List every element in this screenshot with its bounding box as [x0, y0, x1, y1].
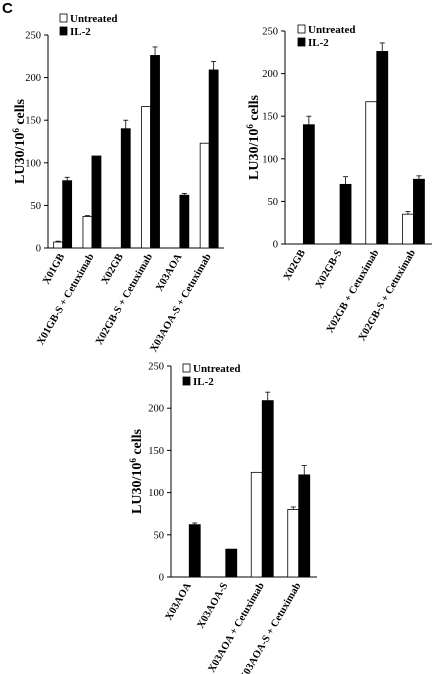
legend-swatch-untreated [182, 363, 191, 373]
x-tick-label: X01GB-S + Cetuximab [35, 252, 96, 347]
bar-il-2-x03aoa-s [225, 548, 238, 578]
bar-il-2-x03aoa [188, 524, 201, 578]
y-tick-label: 200 [262, 69, 278, 80]
legend-label-il-2: IL-2 [308, 37, 329, 49]
bar-group [302, 42, 425, 245]
y-tick-label: 0 [159, 573, 164, 584]
bar-untreated-x03aoa-s-cetuximab [199, 142, 210, 249]
legend-label-untreated: Untreated [70, 13, 117, 25]
x-tick-label: X03AOA-S + Cetuximab [148, 252, 213, 354]
x-tick-label: X02GB [100, 252, 126, 286]
bar-il-2-x03aoa-cetuximab [261, 400, 274, 578]
bar-il-2-x03aoa [179, 194, 190, 249]
y-axis-label: LU30/106 cells [128, 428, 145, 514]
x-tick-label: X03AOA-S [195, 581, 230, 631]
bar-group [188, 391, 311, 578]
bar-untreated-x03aoa-cetuximab [250, 471, 263, 578]
y-tick-label: 50 [268, 197, 279, 208]
bar-untreated-x03aoa-s-cetuximab [287, 509, 300, 578]
x-tick-label: X03AOA-S + Cetuximab [238, 581, 303, 674]
bar-il-2-x02gb-cetuximab [376, 51, 389, 245]
y-tick-label: 250 [25, 31, 41, 42]
legend-label-il-2: IL-2 [70, 26, 91, 38]
legend-swatch-il-2 [297, 37, 306, 47]
y-tick-label: 0 [36, 244, 41, 255]
bar-untreated-x02gb-s-cetuximab [402, 213, 414, 245]
y-tick-label: 50 [31, 201, 42, 212]
bar-group [53, 46, 219, 249]
x-tick-label: X03AOA [164, 581, 194, 623]
bar-il-2-x03aoa-s-cetuximab [208, 69, 219, 249]
y-tick-label: 150 [148, 446, 164, 457]
y-tick-label: 0 [273, 240, 278, 251]
legend-label-il-2: IL-2 [193, 376, 214, 388]
y-tick-label: 100 [262, 154, 278, 165]
y-tick-label: 200 [25, 73, 41, 84]
legend-label-untreated: Untreated [193, 363, 240, 375]
y-tick-label: 200 [148, 404, 164, 415]
chart-panel-2: 0 50 100 150 200 250 LU30/106 cells X02GB X02GB-… [245, 24, 432, 343]
x-tick-label: X02GB-S [314, 248, 345, 291]
bar-il-2-x01gb-s-cetuximab [91, 155, 102, 249]
y-tick-label: 100 [148, 488, 164, 499]
chart-panel-1: 0 50 100 150 200 250 LU30/106 cells X01GBX01GB-… [11, 13, 224, 354]
x-tick-label: X01GB [41, 252, 67, 286]
chart-axes: 0 50 100 150 200 250 [25, 31, 224, 255]
bar-il-2-x02gb [120, 128, 131, 249]
y-tick-label: 250 [148, 362, 164, 373]
bar-untreated-x01gb [53, 241, 64, 249]
bar-il-2-x02gb [302, 124, 315, 245]
bar-untreated-x01gb-s-cetuximab [82, 216, 93, 249]
x-tick-label: X02GB-S + Cetuximab [94, 252, 155, 347]
x-tick-label: X03AOA [154, 252, 184, 294]
x-tick-label: X02GB [282, 248, 308, 282]
panel-label: C [2, 0, 13, 17]
y-tick-label: 100 [25, 158, 41, 169]
y-tick-label: 50 [154, 530, 165, 541]
bar-il-2-x01gb [62, 180, 73, 249]
legend-swatch-il-2 [182, 376, 191, 386]
y-tick-label: 150 [262, 112, 278, 123]
legend-swatch-untreated [59, 13, 68, 23]
legend-label-untreated: Untreated [308, 24, 355, 36]
bar-untreated-x02gb-s-cetuximab [141, 106, 151, 249]
y-tick-label: 250 [262, 27, 278, 38]
bar-il-2-x02gb-s-cetuximab [413, 178, 425, 245]
legend-swatch-untreated [297, 24, 306, 34]
bar-il-2-x02gb-s [339, 183, 352, 245]
legend-swatch-il-2 [59, 26, 68, 36]
y-axis-label: LU30/106 cells [11, 98, 28, 184]
bar-untreated-x02gb-cetuximab [365, 101, 378, 245]
bar-il-2-x03aoa-s-cetuximab [298, 474, 311, 578]
y-tick-label: 150 [25, 116, 41, 127]
y-axis-label: LU30/106 cells [245, 94, 262, 180]
bar-il-2-x02gb-s-cetuximab [150, 55, 160, 249]
